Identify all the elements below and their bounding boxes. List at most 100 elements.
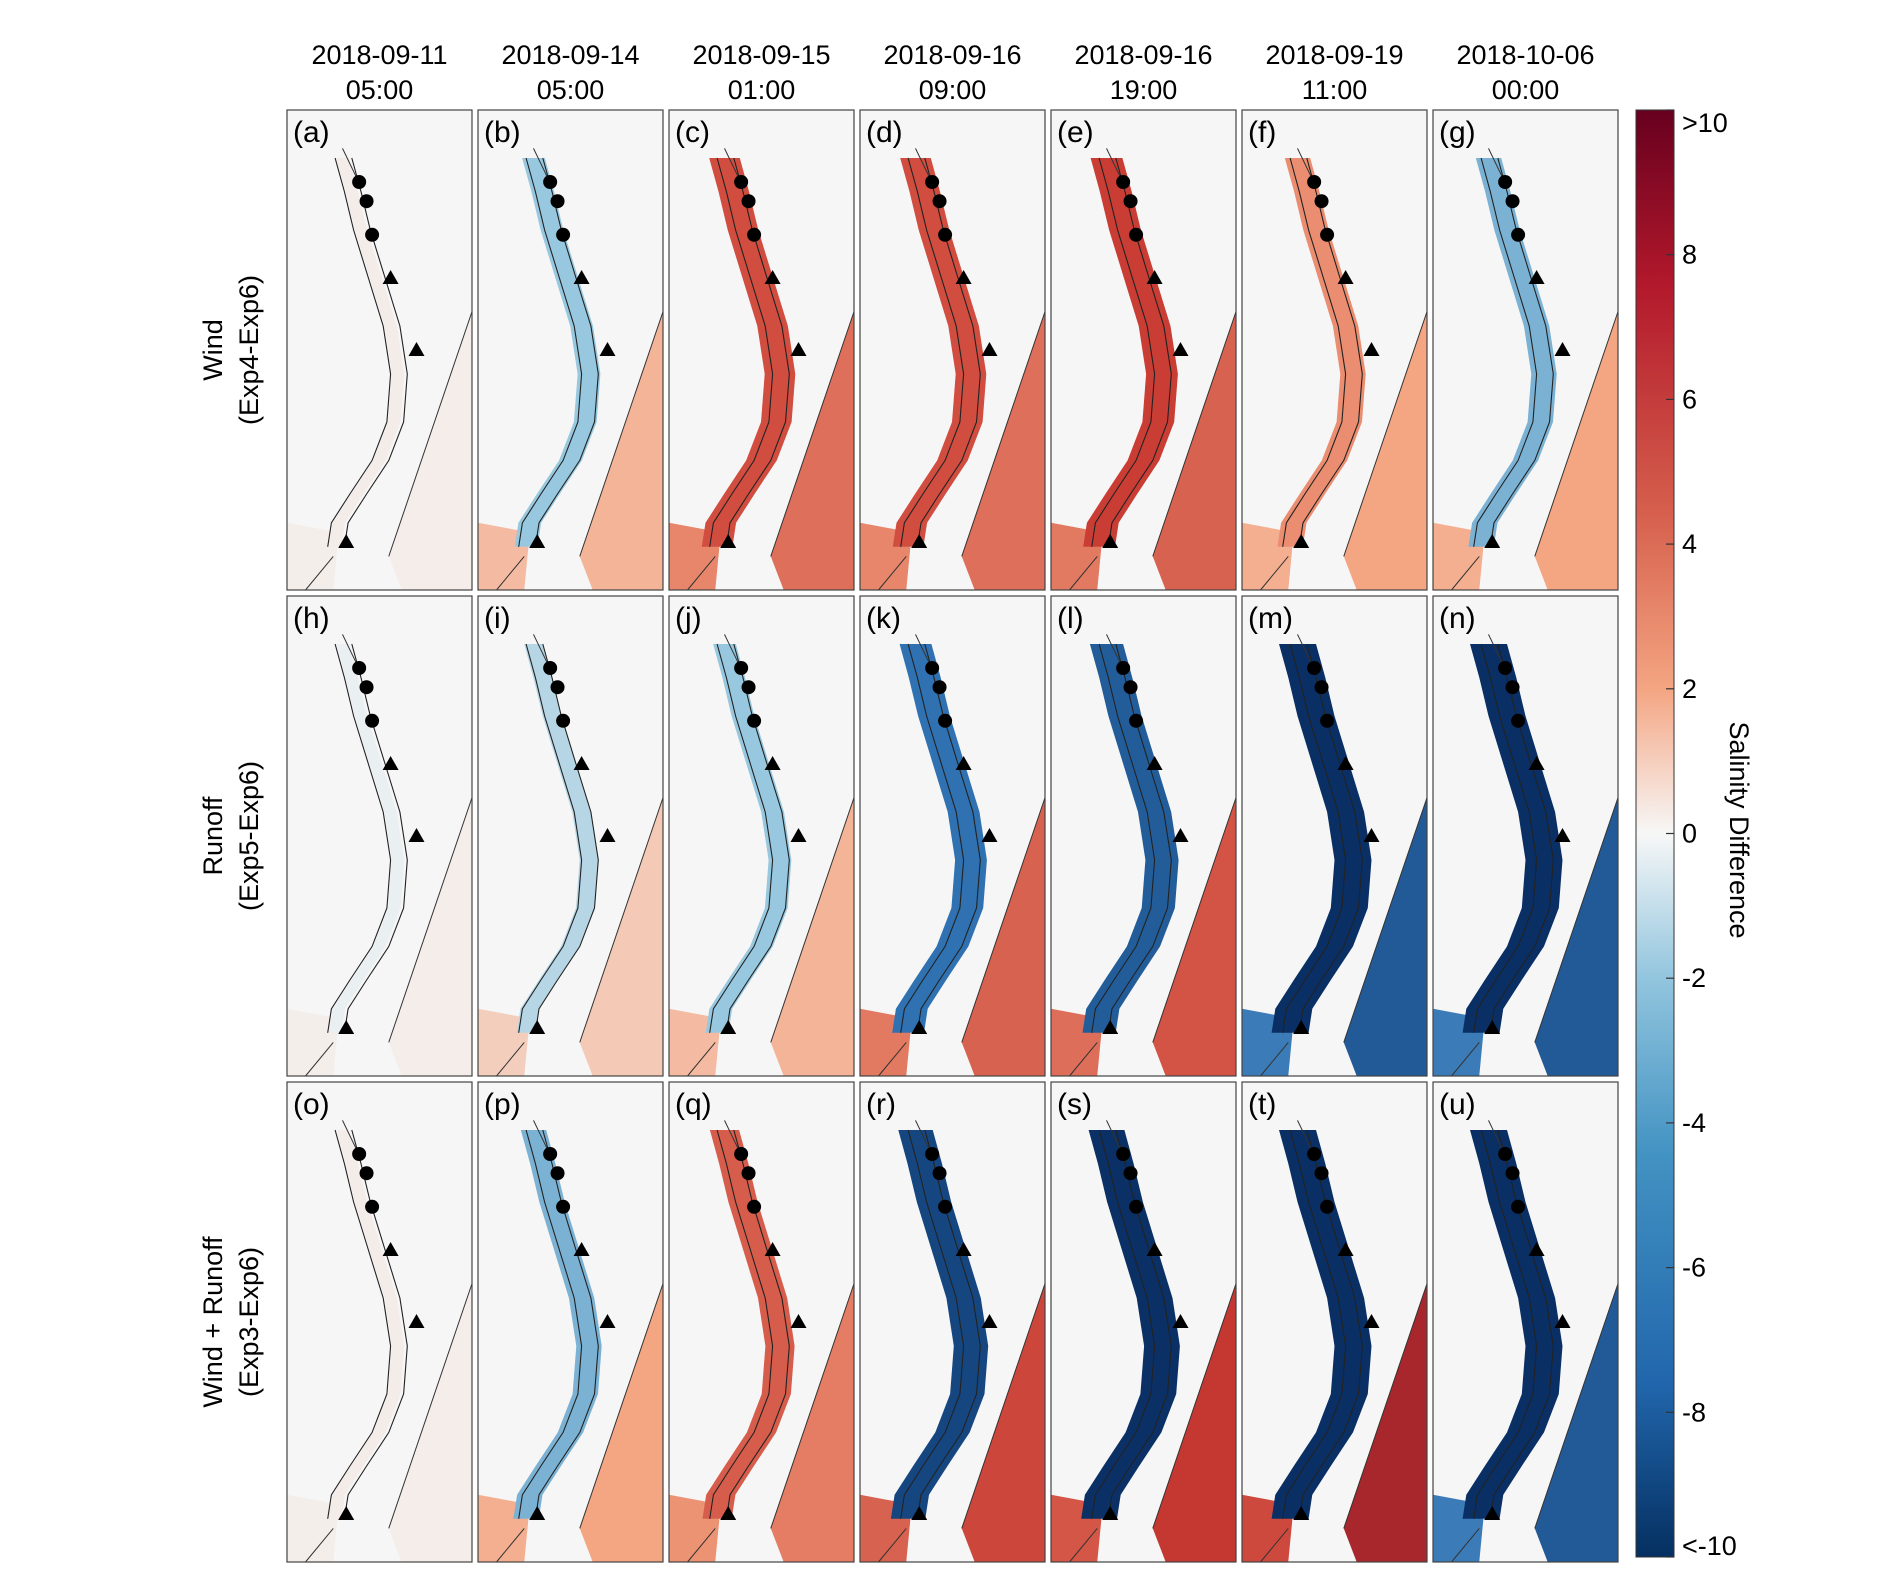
panel-label: (f) [1248,116,1276,149]
station-triangle-marker [1337,1242,1354,1256]
station-circle-marker [365,1199,380,1214]
station-triangle-marker [599,1314,616,1328]
river-bank-line [916,1129,981,1519]
panel-frame [668,1081,855,1563]
panel-frame [859,1081,1046,1563]
ocean-region [1534,797,1618,1076]
river-bank-line [900,1129,965,1519]
station-triangle-marker [1528,756,1545,770]
panel-label: (p) [484,1088,521,1121]
station-circle-marker [932,680,947,695]
station-triangle-marker [1293,1506,1310,1520]
river-bank-line [343,643,408,1033]
panel-grid: (a) (b) (c) (d) (e) (f) (g) (h) (i) (j) (k) (l) (m) (… [286,109,1619,1563]
station-triangle-marker [529,1506,546,1520]
station-triangle-marker [1484,1506,1501,1520]
ocean-region [1343,1283,1427,1562]
coastline [961,1283,1046,1529]
station-triangle-marker [1102,534,1119,548]
station-circle-marker [747,1199,762,1214]
coastline [770,797,855,1043]
ocean-region [579,1283,663,1562]
colorbar-tick-label: 8 [1682,240,1697,270]
column-header-time: 19:00 [1110,75,1178,105]
station-circle-marker [1314,1166,1329,1181]
panel-label: (s) [1057,1088,1092,1121]
station-circle-marker [938,227,953,242]
station-circle-marker [1511,713,1526,728]
station-triangle-marker [1146,270,1163,284]
river-bank-line [725,643,790,1033]
panel-label: (q) [675,1088,712,1121]
panel-label: (o) [293,1088,330,1121]
station-triangle-marker [720,1506,737,1520]
panel-label: (e) [1057,116,1094,149]
station-circle-marker [1129,1199,1144,1214]
station-triangle-marker [720,1020,737,1034]
colorbar-tick-label: 2 [1682,674,1697,704]
column-header-time: 05:00 [537,75,605,105]
station-triangle-marker [911,1506,928,1520]
panel-label: (k) [866,602,901,635]
panel-label: (l) [1057,602,1084,635]
ocean-region [961,797,1045,1076]
column-header-time: 09:00 [919,75,987,105]
panel-frame [1050,595,1237,1077]
estuary-region [1277,158,1366,547]
river-bank-line [327,157,392,547]
station-triangle-marker [573,270,590,284]
station-circle-marker [359,1166,374,1181]
station-circle-marker [1307,1147,1322,1161]
map-panel: (d) [859,109,1046,591]
map-panel: (u) [1432,1081,1619,1563]
station-circle-marker [741,1166,756,1181]
station-triangle-marker [1293,534,1310,548]
panel-frame [477,109,664,591]
station-triangle-marker [1102,1506,1119,1520]
coastline [687,556,716,591]
panel-frame [286,595,473,1077]
station-circle-marker [556,1199,571,1214]
coastline [878,1042,907,1077]
station-circle-marker [1116,1147,1131,1161]
coastline [579,311,664,557]
river-bank-line [1091,643,1156,1033]
station-circle-marker [1505,1166,1520,1181]
station-triangle-marker [981,342,998,356]
ocean-region [1343,311,1427,590]
river-bank-line [1473,157,1538,547]
station-triangle-marker [408,828,425,842]
panel-frame [286,1081,473,1563]
river-bank-line [900,157,965,547]
ocean-region [961,311,1045,590]
coastline [579,1283,664,1529]
row-label-line2: (Exp5-Exp6) [234,761,264,911]
panel-label: (r) [866,1088,896,1121]
estuary-region [1468,158,1557,547]
station-triangle-marker [338,534,355,548]
station-triangle-marker [911,1020,928,1034]
station-circle-marker [741,194,756,209]
colorbar-ticks: >10 8 6 4 2 0 -2 -4 -6 -8 <-10 [1666,108,1737,1561]
station-triangle-marker [981,1314,998,1328]
coastline [687,1042,716,1077]
station-circle-marker [352,175,367,189]
estuary-region [1271,644,1372,1033]
river-bank-line [343,1129,408,1519]
station-triangle-marker [1172,342,1189,356]
station-triangle-marker [1337,756,1354,770]
station-triangle-marker [382,270,399,284]
station-triangle-marker [1554,828,1571,842]
estuary-region [1082,644,1179,1033]
station-triangle-marker [1172,1314,1189,1328]
station-triangle-marker [1146,1242,1163,1256]
station-circle-marker [556,227,571,242]
station-triangle-marker [1146,756,1163,770]
coastline [1451,1528,1480,1563]
station-circle-marker [1123,1166,1138,1181]
coastline [961,797,1046,1043]
panel-label: (d) [866,116,903,149]
coastline [388,797,473,1043]
estuary-region [702,1130,795,1519]
station-triangle-marker [408,342,425,356]
